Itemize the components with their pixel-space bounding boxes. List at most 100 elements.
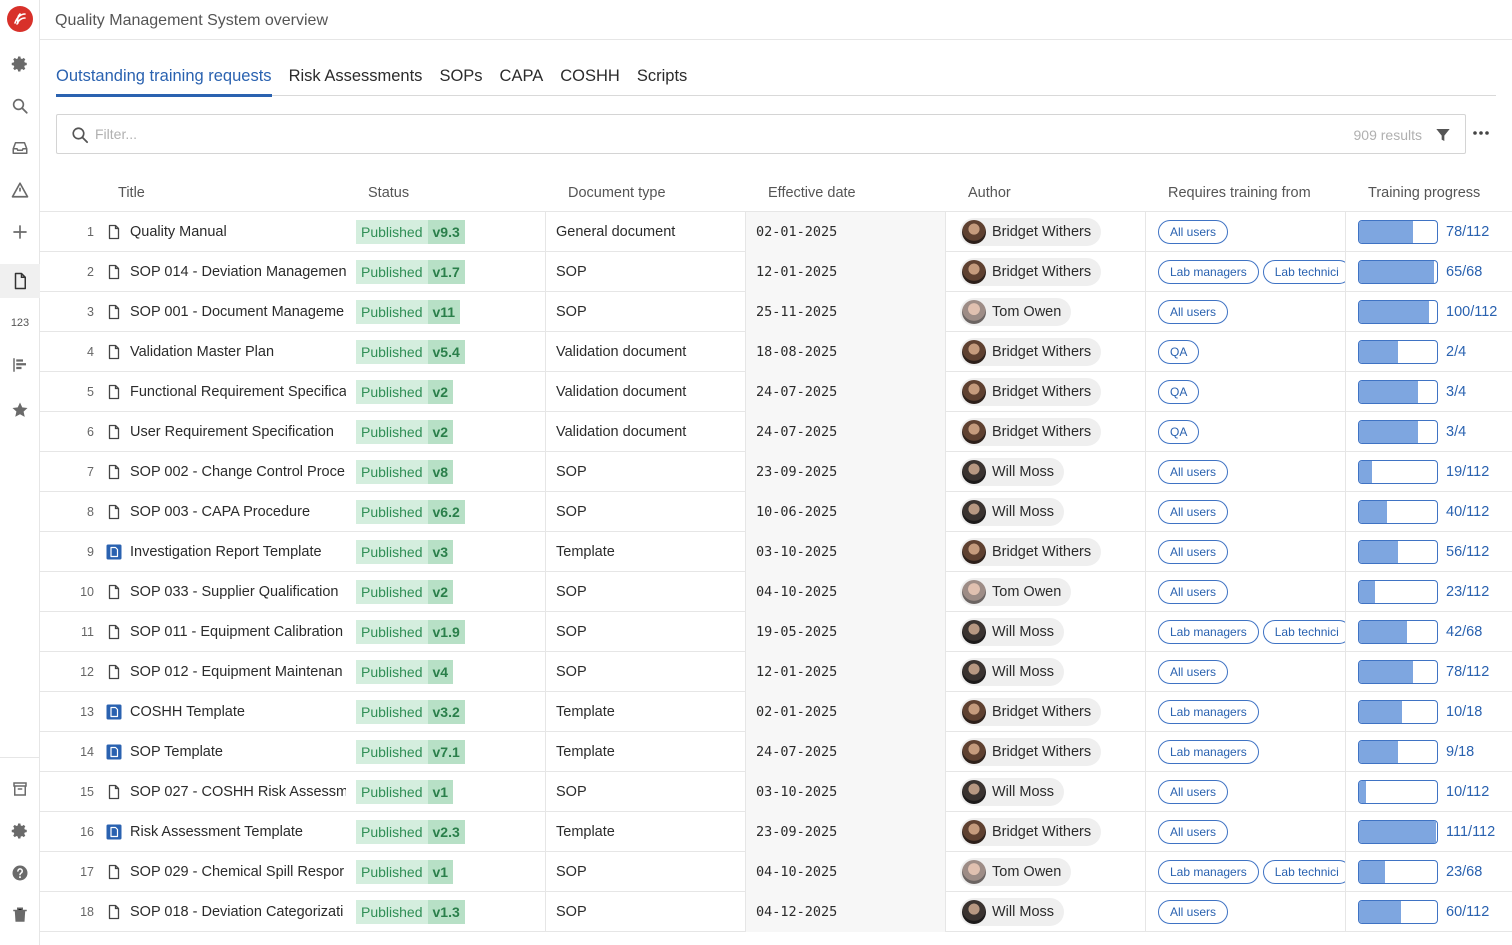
author-chip[interactable]: Bridget Withers	[960, 538, 1102, 566]
author-chip[interactable]: Will Moss	[960, 618, 1065, 646]
title-cell[interactable]: SOP 003 - CAPA Procedure	[106, 492, 346, 532]
progress-text[interactable]: 10/18	[1446, 704, 1483, 720]
author-chip[interactable]: Bridget Withers	[960, 378, 1102, 406]
tab-scripts[interactable]: Scripts	[636, 67, 688, 85]
training-group-pill[interactable]: Lab technici	[1262, 620, 1345, 644]
progress-text[interactable]: 2/4	[1446, 344, 1467, 360]
tab-risk-assessments[interactable]: Risk Assessments	[288, 67, 423, 85]
title-cell[interactable]: SOP 014 - Deviation Managemen	[106, 252, 346, 292]
title-cell[interactable]: SOP 027 - COSHH Risk Assessm	[106, 772, 346, 812]
progress-text[interactable]: 78/112	[1446, 224, 1490, 240]
training-group-pill[interactable]: Lab managers	[1158, 260, 1259, 284]
author-chip[interactable]: Will Moss	[960, 498, 1065, 526]
title-cell[interactable]: SOP 002 - Change Control Proce	[106, 452, 346, 492]
author-chip[interactable]: Bridget Withers	[960, 338, 1102, 366]
progress-text[interactable]: 23/68	[1446, 864, 1483, 880]
training-group-pill[interactable]: QA	[1158, 420, 1200, 444]
progress-text[interactable]: 40/112	[1446, 504, 1490, 520]
document-title[interactable]: SOP 027 - COSHH Risk Assessm	[130, 784, 346, 800]
author-chip[interactable]: Will Moss	[960, 458, 1065, 486]
author-chip[interactable]: Tom Owen	[960, 578, 1072, 606]
documents-icon[interactable]	[0, 264, 40, 298]
progress-text[interactable]: 111/112	[1446, 824, 1496, 840]
tab-capa[interactable]: CAPA	[499, 67, 544, 85]
progress-text[interactable]: 56/112	[1446, 544, 1490, 560]
training-group-pill[interactable]: Lab managers	[1158, 860, 1259, 884]
title-cell[interactable]: SOP 011 - Equipment Calibration	[106, 612, 346, 652]
progress-text[interactable]: 19/112	[1446, 464, 1490, 480]
progress-text[interactable]: 3/4	[1446, 384, 1467, 400]
title-cell[interactable]: Quality Manual	[106, 212, 346, 252]
progress-text[interactable]: 42/68	[1446, 624, 1483, 640]
numbers-icon[interactable]: 123	[0, 307, 40, 339]
admin-settings-icon[interactable]	[0, 815, 40, 847]
document-title[interactable]: SOP 018 - Deviation Categorizati	[130, 904, 344, 920]
archive-icon[interactable]	[0, 773, 40, 805]
progress-text[interactable]: 9/18	[1446, 744, 1475, 760]
training-group-pill[interactable]: QA	[1158, 380, 1200, 404]
author-chip[interactable]: Bridget Withers	[960, 418, 1102, 446]
title-cell[interactable]: User Requirement Specification	[106, 412, 346, 452]
column-header-effective-date[interactable]: Effective date	[768, 185, 856, 201]
inbox-icon[interactable]	[0, 132, 40, 164]
table-row[interactable]: 5 Functional Requirement Specifica Publish…	[40, 372, 1512, 412]
table-row[interactable]: 15 SOP 027 - COSHH Risk Assessm Published v…	[40, 772, 1512, 812]
document-title[interactable]: SOP 033 - Supplier Qualification	[130, 584, 339, 600]
title-cell[interactable]: Functional Requirement Specifica	[106, 372, 346, 412]
table-row[interactable]: 14 SOP Template Published v7.1 Template 24-07…	[40, 732, 1512, 772]
title-cell[interactable]: Validation Master Plan	[106, 332, 346, 372]
column-header-document-type[interactable]: Document type	[568, 185, 666, 201]
training-group-pill[interactable]: QA	[1158, 340, 1200, 364]
title-cell[interactable]: SOP 033 - Supplier Qualification	[106, 572, 346, 612]
training-group-pill[interactable]: All users	[1158, 500, 1229, 524]
document-title[interactable]: Functional Requirement Specifica	[130, 384, 346, 400]
column-header-title[interactable]: Title	[118, 185, 145, 201]
table-row[interactable]: 17 SOP 029 - Chemical Spill Respor Publish…	[40, 852, 1512, 892]
document-title[interactable]: Risk Assessment Template	[130, 824, 303, 840]
table-row[interactable]: 1 Quality Manual Published v9.3 General docu…	[40, 212, 1512, 252]
training-group-pill[interactable]: All users	[1158, 900, 1229, 924]
progress-text[interactable]: 78/112	[1446, 664, 1490, 680]
title-cell[interactable]: SOP 018 - Deviation Categorizati	[106, 892, 346, 932]
column-header-training-progress[interactable]: Training progress	[1368, 185, 1481, 201]
warning-triangle-icon[interactable]	[0, 174, 40, 206]
training-group-pill[interactable]: All users	[1158, 300, 1229, 324]
table-row[interactable]: 10 SOP 033 - Supplier Qualification Publis…	[40, 572, 1512, 612]
training-group-pill[interactable]: All users	[1158, 820, 1229, 844]
document-title[interactable]: Investigation Report Template	[130, 544, 322, 560]
filter-funnel-icon[interactable]	[1435, 127, 1451, 143]
document-title[interactable]: SOP 029 - Chemical Spill Respor	[130, 864, 345, 880]
document-title[interactable]: SOP 011 - Equipment Calibration	[130, 624, 344, 640]
progress-text[interactable]: 23/112	[1446, 584, 1490, 600]
trash-icon[interactable]	[0, 899, 40, 931]
author-chip[interactable]: Bridget Withers	[960, 258, 1102, 286]
search-icon[interactable]	[0, 90, 40, 122]
document-title[interactable]: Quality Manual	[130, 224, 227, 240]
title-cell[interactable]: COSHH Template	[106, 692, 346, 732]
title-cell[interactable]: SOP 012 - Equipment Maintenan	[106, 652, 346, 692]
table-row[interactable]: 18 SOP 018 - Deviation Categorizati Publis…	[40, 892, 1512, 932]
star-icon[interactable]	[0, 394, 40, 426]
author-chip[interactable]: Will Moss	[960, 658, 1065, 686]
table-row[interactable]: 12 SOP 012 - Equipment Maintenan Published…	[40, 652, 1512, 692]
author-chip[interactable]: Tom Owen	[960, 298, 1072, 326]
author-chip[interactable]: Bridget Withers	[960, 698, 1102, 726]
table-row[interactable]: 11 SOP 011 - Equipment Calibration Publish…	[40, 612, 1512, 652]
app-logo[interactable]	[7, 6, 33, 32]
author-chip[interactable]: Bridget Withers	[960, 738, 1102, 766]
table-row[interactable]: 13 COSHH Template Published v3.2 Template 02-…	[40, 692, 1512, 732]
column-header-status[interactable]: Status	[368, 185, 410, 201]
document-title[interactable]: SOP 014 - Deviation Managemen	[130, 264, 346, 280]
author-chip[interactable]: Bridget Withers	[960, 818, 1102, 846]
training-group-pill[interactable]: All users	[1158, 460, 1229, 484]
training-group-pill[interactable]: Lab managers	[1158, 700, 1259, 724]
table-row[interactable]: 2 SOP 014 - Deviation Managemen Published v…	[40, 252, 1512, 292]
settings-icon[interactable]	[0, 48, 40, 80]
author-chip[interactable]: Bridget Withers	[960, 218, 1102, 246]
document-title[interactable]: Validation Master Plan	[130, 344, 275, 360]
training-group-pill[interactable]: All users	[1158, 660, 1229, 684]
progress-text[interactable]: 65/68	[1446, 264, 1483, 280]
title-cell[interactable]: SOP 029 - Chemical Spill Respor	[106, 852, 346, 892]
document-title[interactable]: SOP 002 - Change Control Proce	[130, 464, 345, 480]
title-cell[interactable]: SOP Template	[106, 732, 346, 772]
